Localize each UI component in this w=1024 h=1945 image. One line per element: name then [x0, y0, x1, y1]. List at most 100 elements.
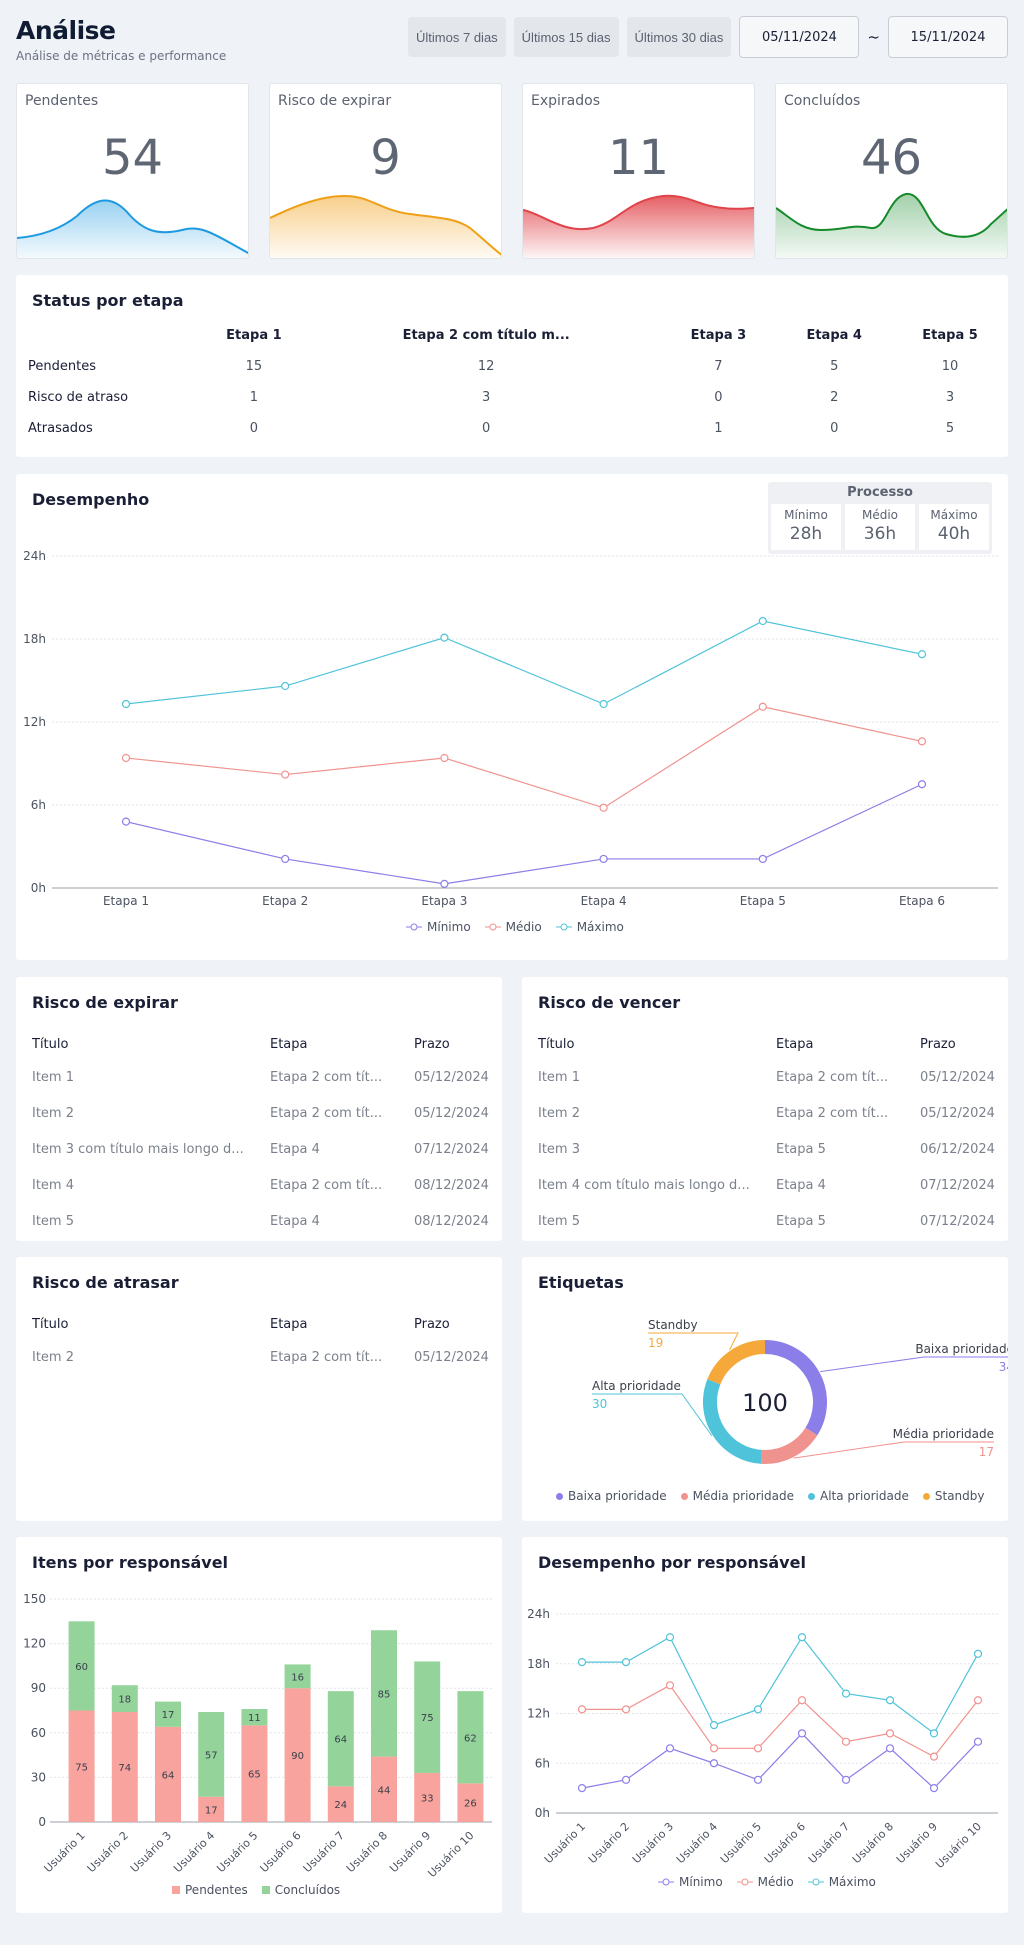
table-row[interactable]: Item 3 Etapa 5 06/12/2024: [538, 1131, 1008, 1167]
data-point: [758, 702, 767, 711]
x-tick-label: Usuário 1: [542, 1820, 588, 1866]
cell: 0: [249, 421, 259, 436]
x-tick-label: Etapa 4: [581, 894, 627, 908]
data-point: [440, 879, 449, 888]
kpi-card-risco-expirar: Risco de expirar 9: [269, 83, 502, 259]
table-header: Prazo: [414, 1036, 450, 1052]
desempenho-card: Desempenho Processo Mínimo 28h Médio 36h…: [16, 474, 1008, 960]
cell-deadline: 05/12/2024: [414, 1105, 489, 1121]
processo-min: Mínimo 28h: [771, 504, 841, 550]
table-row[interactable]: Item 5 Etapa 5 07/12/2024: [538, 1203, 1008, 1239]
legend-item-min[interactable]: Mínimo: [406, 920, 471, 934]
legend-item-min[interactable]: Mínimo: [658, 1875, 723, 1889]
bar-pendentes: [327, 1786, 354, 1822]
y-tick-label: 60: [31, 1726, 46, 1740]
table-row[interactable]: Item 4 com título mais longo d... Etapa 4…: [538, 1167, 1008, 1203]
data-point: [753, 1744, 763, 1753]
data-point: [665, 1633, 675, 1642]
data-point: [797, 1633, 807, 1642]
range-7-days-button[interactable]: Últimos 7 dias: [408, 17, 506, 57]
legend-marker-icon: [406, 923, 422, 931]
legend-item[interactable]: Baixa prioridade: [556, 1489, 667, 1503]
x-tick-label: Etapa 1: [103, 894, 149, 908]
x-tick-label: Usuário 7: [806, 1820, 852, 1866]
data-point: [758, 616, 767, 626]
x-tick-label: Usuário 3: [630, 1820, 676, 1866]
bar-concluidos: [327, 1691, 354, 1787]
y-tick-label: 12h: [23, 715, 46, 729]
legend-label: Concluídos: [274, 1883, 341, 1897]
row-label: Atrasados: [28, 421, 93, 436]
data-point: [599, 803, 608, 812]
legend-item-med[interactable]: Médio: [484, 920, 542, 934]
series-line: [125, 783, 923, 885]
table-header: Etapa 1: [226, 327, 282, 343]
etiquetas-legend: Baixa prioridade Média prioridade Alta pri…: [556, 1489, 985, 1503]
x-tick-label: Usuário 1: [42, 1829, 88, 1875]
table-header: Prazo: [920, 1036, 956, 1052]
table-row[interactable]: Item 2 Etapa 2 com tít... 05/12/2024: [32, 1339, 502, 1375]
date-from-input[interactable]: 05/11/2024: [739, 16, 860, 58]
range-30-days-button[interactable]: Últimos 30 dias: [626, 17, 732, 57]
cell: 3: [482, 390, 491, 405]
data-point: [929, 1784, 939, 1793]
bar-value-label: 75: [421, 1713, 434, 1724]
table-row[interactable]: Item 4 Etapa 2 com tít... 08/12/2024: [32, 1167, 502, 1203]
table-row[interactable]: Item 2 Etapa 2 com tít... 05/12/2024: [32, 1095, 502, 1131]
y-tick-label: 30: [31, 1770, 46, 1784]
desempenho-legend: Mínimo Médio Máximo: [406, 920, 624, 934]
range-15-days-button[interactable]: Últimos 15 dias: [513, 17, 619, 57]
bar-value-label: 64: [162, 1770, 175, 1781]
table-row: Pendentes 15 12 7 5 10: [28, 351, 1008, 382]
bar-pendentes: [284, 1688, 311, 1822]
cell-title: Item 4: [32, 1177, 74, 1193]
table-row[interactable]: Item 1 Etapa 2 com tít... 05/12/2024: [32, 1059, 502, 1095]
data-point: [917, 650, 927, 659]
bar-concluidos: [111, 1685, 138, 1712]
legend-item-med[interactable]: Médio: [736, 1875, 794, 1889]
risco-expirar-table: Título Etapa Prazo Item 1 Etapa 2 com tít…: [32, 1029, 502, 1239]
data-point: [917, 780, 927, 789]
cell-title: Item 4 com título mais longo d...: [538, 1177, 750, 1193]
x-tick-label: Usuário 5: [214, 1829, 260, 1875]
table-row[interactable]: Item 2 Etapa 2 com tít... 05/12/2024: [538, 1095, 1008, 1131]
itens-responsavel-legend: Pendentes Concluídos: [172, 1883, 340, 1897]
bar-value-label: 75: [75, 1762, 88, 1773]
processo-max: Máximo 40h: [919, 504, 989, 550]
legend-item-pendentes[interactable]: Pendentes: [172, 1883, 248, 1897]
data-point: [973, 1649, 983, 1658]
date-range-controls: Últimos 7 dias Últimos 15 dias Últimos 3…: [408, 16, 1008, 58]
cell-stage: Etapa 4: [776, 1177, 826, 1193]
data-point: [753, 1775, 763, 1784]
data-point: [665, 1681, 675, 1690]
etiquetas-card: Etiquetas 100 Baixa prioridade 34 Média pr…: [522, 1257, 1008, 1521]
donut-slice: [703, 1379, 763, 1464]
donut-category-label: Média prioridade: [893, 1427, 994, 1441]
legend-item-concluidos[interactable]: Concluídos: [261, 1883, 341, 1897]
data-point: [440, 753, 449, 763]
section-title: Risco de vencer: [538, 993, 681, 1012]
table-header: Título: [32, 1036, 69, 1052]
data-point: [281, 770, 290, 779]
kpi-label: Concluídos: [784, 93, 861, 109]
x-tick-label: Usuário 2: [586, 1820, 632, 1866]
legend-item[interactable]: Média prioridade: [680, 1489, 794, 1503]
x-tick-label: Usuário 3: [128, 1829, 174, 1875]
itens-responsavel-card: Itens por responsável 0 30 60 90 120 150 75 60 U…: [16, 1537, 502, 1913]
legend-item[interactable]: Standby: [922, 1489, 985, 1503]
bar-value-label: 17: [162, 1710, 175, 1721]
table-row[interactable]: Item 3 com título mais longo d... Etapa 4…: [32, 1131, 502, 1167]
data-point: [665, 1744, 675, 1753]
risco-vencer-card: Risco de vencer Título Etapa Prazo Item …: [522, 977, 1008, 1241]
donut-leader-line: [820, 1356, 1008, 1373]
date-to-input[interactable]: 15/11/2024: [888, 16, 1008, 58]
table-row[interactable]: Item 1 Etapa 2 com tít... 05/12/2024: [538, 1059, 1008, 1095]
legend-item[interactable]: Alta prioridade: [807, 1489, 909, 1503]
bar-value-label: 11: [248, 1713, 261, 1724]
legend-item-max[interactable]: Máximo: [807, 1875, 876, 1889]
legend-item-max[interactable]: Máximo: [555, 920, 624, 934]
desempenho-responsavel-card: Desempenho por responsável 0h 6h 12h 18h 24h…: [522, 1537, 1008, 1913]
bar-pendentes: [111, 1711, 138, 1822]
table-row[interactable]: Item 5 Etapa 4 08/12/2024: [32, 1203, 502, 1239]
x-tick-label: Etapa 2: [262, 894, 308, 908]
